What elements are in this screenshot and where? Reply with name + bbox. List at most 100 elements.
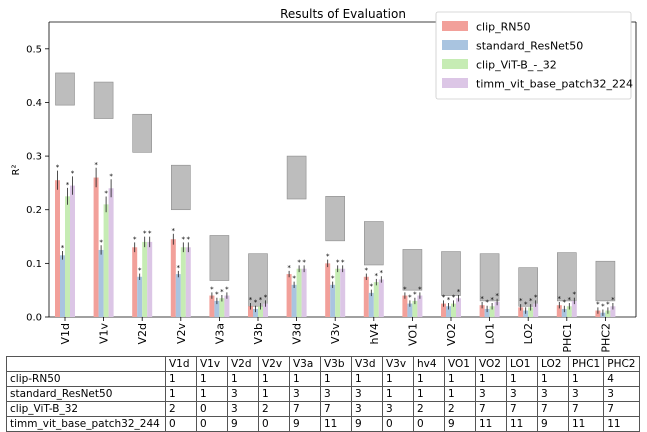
- significance-star: *: [442, 293, 446, 301]
- bar: [368, 292, 374, 317]
- table-cell: 0: [165, 416, 197, 432]
- table-cell: 0: [196, 401, 228, 417]
- table-column-header: V3a: [289, 356, 321, 372]
- table-cell: 1: [537, 371, 569, 387]
- legend-label: timm_vit_base_patch32_224: [476, 78, 633, 91]
- table-cell: 4: [603, 371, 640, 387]
- table-row-label: timm_vit_base_patch32_244: [6, 416, 166, 432]
- significance-star: *: [413, 291, 417, 299]
- bar: [132, 247, 138, 317]
- x-tick-label: LO2: [522, 323, 535, 344]
- table-row-label: clip_ViT-B_32: [6, 401, 166, 417]
- plot-area: 0.00.10.20.30.40.5****V1d****V1v*** *V2d*…: [26, 21, 637, 353]
- significance-star: *: [375, 272, 379, 280]
- table-cell: 7: [475, 401, 507, 417]
- table-cell: 3: [227, 386, 259, 402]
- bar: [610, 306, 616, 317]
- table-cell: 1: [444, 371, 476, 387]
- legend-swatch: [442, 59, 468, 69]
- table-cell: 7: [603, 401, 640, 417]
- bar: [441, 303, 446, 317]
- significance-star: *: [99, 238, 103, 246]
- table-cell: 1: [227, 371, 259, 387]
- table-cell: 2: [413, 401, 445, 417]
- legend-label: standard_ResNet50: [476, 40, 583, 53]
- bar: [451, 303, 456, 317]
- legend-swatch: [442, 40, 468, 50]
- x-tick-label: V1d: [59, 323, 72, 345]
- significance-star: *: [326, 253, 330, 261]
- bar: [456, 298, 461, 317]
- significance-star: *: [172, 227, 176, 235]
- table-cell: 3: [567, 386, 605, 402]
- x-tick-label: hV4: [368, 323, 381, 345]
- bar: [340, 268, 346, 317]
- noise-ceiling-box: [171, 164, 191, 211]
- x-tick-label: PHC2: [599, 323, 612, 353]
- table-column-header: V2v: [258, 356, 290, 372]
- x-tick-label: V3d: [291, 323, 304, 345]
- table-cell: 2: [165, 401, 197, 417]
- table-cell: 1: [351, 371, 383, 387]
- table-column-header: V1v: [196, 356, 228, 372]
- table-cell: 2: [258, 401, 290, 417]
- x-tick-label: V3b: [252, 323, 265, 345]
- significance-star: *: [177, 264, 181, 272]
- significance-star: *: [524, 300, 528, 308]
- table-row: standard_ResNet50 1 1 3 1 3 3 3 1 1 1 3 3 3 3 3: [6, 386, 640, 402]
- table-cell: 7: [320, 401, 352, 417]
- table-cell: 11: [506, 416, 538, 432]
- bar: [407, 303, 413, 317]
- significance-star: *: [365, 267, 369, 275]
- x-tick-label: PHC1: [561, 323, 574, 353]
- noise-ceiling-box: [595, 260, 616, 302]
- table-cell: 1: [289, 371, 321, 387]
- table-cell: 9: [289, 416, 321, 432]
- table-cell: 0: [413, 416, 445, 432]
- significance-star: *: [215, 291, 219, 299]
- table-cell: 3: [351, 386, 383, 402]
- table-row-label: standard_ResNet50: [6, 386, 166, 402]
- y-tick-label: 0.2: [26, 205, 42, 216]
- significance-star: *: [259, 296, 263, 304]
- bar: [494, 301, 500, 317]
- bar: [180, 247, 186, 317]
- noise-ceiling-box: [402, 249, 423, 291]
- significance-star: *: [563, 299, 567, 307]
- table-column-header: V1d: [165, 356, 197, 372]
- significance-star: *: [558, 295, 562, 303]
- x-tick-label: VO2: [445, 323, 458, 346]
- table-body: clip-RN50 1 1 1 1 1 1 1 1 1 1 1 1 1 1 4 standard_ResNet5…: [6, 371, 640, 432]
- significance-star: *: [452, 293, 456, 301]
- significance-star: *: [133, 235, 137, 243]
- significance-star: *: [331, 275, 335, 283]
- significance-star: *: [573, 291, 577, 299]
- bar: [142, 241, 148, 317]
- table-column-header: PHC1: [567, 356, 605, 372]
- noise-ceiling-box: [132, 113, 152, 153]
- bar: [533, 303, 539, 317]
- table-column-header: VO2: [475, 356, 507, 372]
- table-cell: 1: [444, 386, 476, 402]
- significance-star: *: [56, 164, 60, 172]
- bar: [325, 263, 331, 317]
- noise-ceiling-box: [518, 267, 539, 307]
- table-column-header: V2d: [227, 356, 259, 372]
- x-tick-label: LO1: [484, 323, 497, 344]
- noise-ceiling-box: [556, 252, 577, 302]
- x-tick-label: V3a: [213, 323, 226, 344]
- significance-star: *: [568, 296, 572, 304]
- table-cell: 3: [382, 401, 414, 417]
- noise-ceiling-box: [55, 72, 75, 106]
- bar: [446, 306, 451, 317]
- table-row: timm_vit_base_patch32_244 0 0 9 0 9 11 9 0 0 9 11 11…: [6, 416, 640, 432]
- table-cell: 0: [258, 416, 290, 432]
- bar: [224, 295, 230, 317]
- noise-ceiling-box: [209, 235, 230, 281]
- table-row: clip_ViT-B_32 2 0 3 2 7 7 3 3 2 2 7 7 7 7 7: [6, 401, 640, 417]
- y-tick-label: 0.5: [26, 44, 42, 55]
- significance-star: *: [529, 297, 533, 305]
- legend-frame: [435, 11, 632, 100]
- table-cell: 1: [258, 386, 290, 402]
- bar: [479, 305, 485, 317]
